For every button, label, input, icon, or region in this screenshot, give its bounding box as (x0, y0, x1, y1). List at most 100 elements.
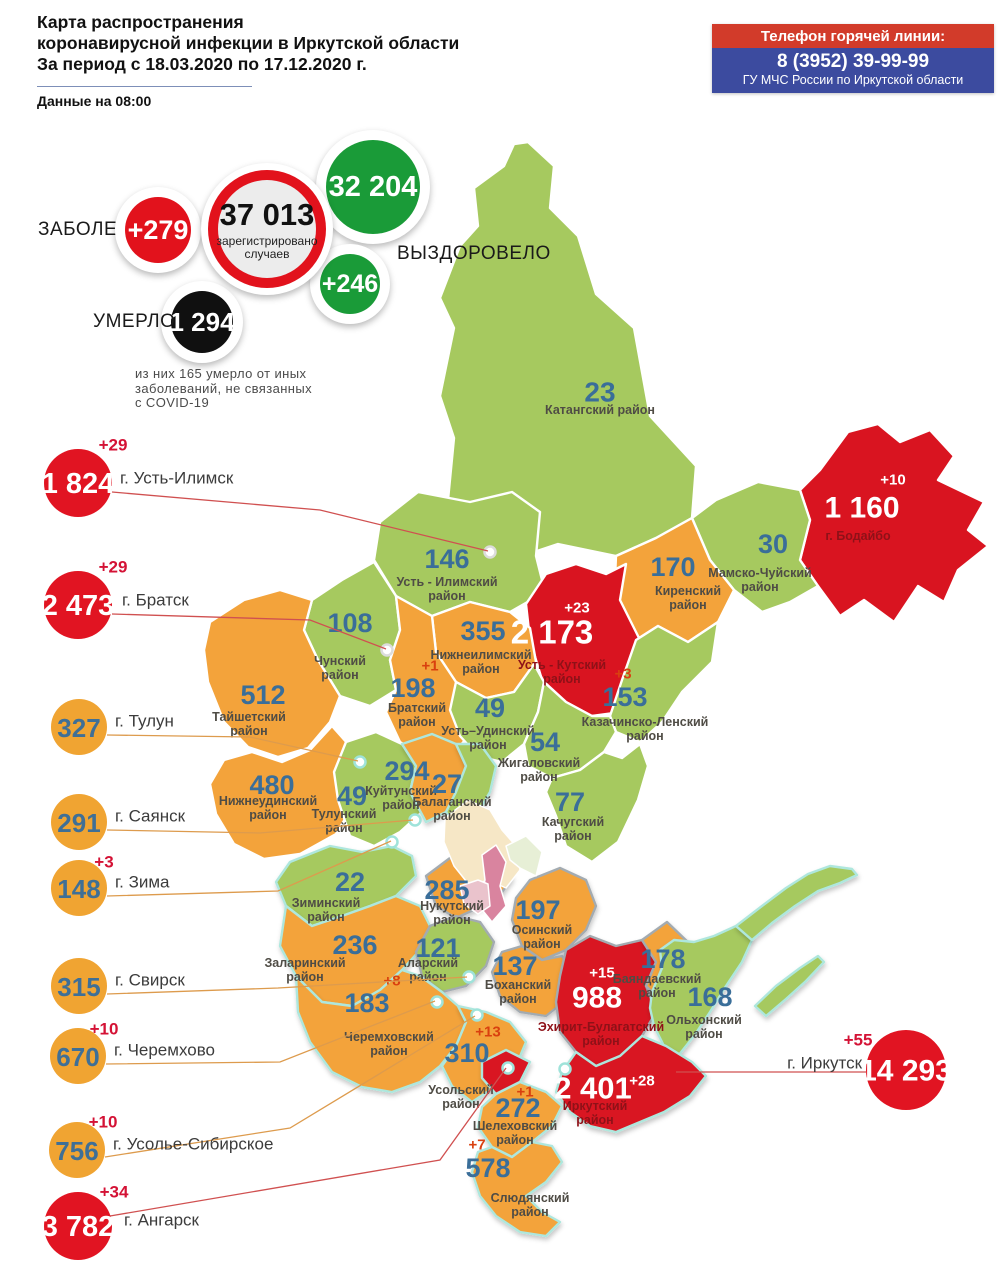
district-ekhirit-bulagatsky-label: район (582, 1034, 619, 1048)
recovered-label: ВЫЗДОРОВЕЛО (397, 243, 551, 264)
died-label: УМЕРЛО (93, 311, 176, 332)
district-shelekhovsky-delta: +1 (516, 1084, 533, 1101)
districts-layer (202, 140, 990, 1238)
bratsk-dot (380, 643, 394, 657)
hotline-phone[interactable]: 8 (3952) 39-99-99 (776, 51, 930, 72)
hotline-title: Телефон горячей линии: (712, 24, 994, 48)
callout-usolye-sibirskoe[interactable]: 756 (49, 1122, 105, 1178)
callout-bratsk-circle (44, 571, 112, 639)
callout-irkutsk[interactable]: 14 293 (860, 1030, 952, 1110)
callout-sayansk-circle (51, 794, 107, 850)
callout-tulun-line (106, 734, 359, 762)
district-zhigalovsky-label: район (520, 770, 557, 784)
callout-sayansk-value: 291 (57, 808, 100, 838)
callout-zima-delta: +3 (94, 853, 113, 872)
district-usolsky-label: Усольский (428, 1083, 493, 1097)
district-ust-ilimsky-label: район (428, 589, 465, 603)
died-value: 1 294 (169, 306, 235, 337)
angarsk-dot (501, 1061, 515, 1075)
callout-sayansk[interactable]: 291 (51, 794, 107, 850)
district-zhigalovsky (522, 680, 618, 780)
district-slyudyansky-label: Слюдянский (491, 1191, 570, 1205)
district-kazachinsko-lensky (608, 620, 720, 744)
callout-ust-ilimsk-circle (44, 449, 112, 517)
district-nizhneudinsky-value: 480 (249, 770, 294, 800)
district-bayandaevsky-label: Баяндаевский (613, 972, 702, 986)
district-katangsky (438, 140, 698, 560)
title-line-2: коронавирусной инфекции в Иркутской обла… (37, 33, 460, 53)
callout-ust-ilimsk[interactable]: 1 824 (42, 449, 115, 517)
callout-tulun[interactable]: 327 (51, 699, 107, 755)
district-ekhirit-bulagatsky-delta: +15 (589, 965, 614, 982)
district-usolsky-label: район (442, 1097, 479, 1111)
district-zhigalovsky-label: Жигаловский (497, 756, 581, 770)
district-kuytunsky-value: 294 (384, 756, 429, 786)
died-footnote-line-1: из них 165 умерло от иных (135, 366, 307, 381)
died-footnote-line-3: с COVID-19 (135, 395, 210, 410)
district-kachugsky-value: 77 (555, 787, 585, 817)
callout-tulun-city-label: г. Тулун (115, 712, 174, 731)
callouts-layer: 1 824 +29 г. Усть-Илимск 2 473 +29 г. Братск 3… (42, 436, 952, 1260)
district-mamsko-chuysky-label: Мамско-Чуйский (708, 566, 811, 580)
callout-sayansk-line (106, 819, 414, 834)
district-ust-udinsky-value: 49 (475, 693, 505, 723)
district-bratsky-label: Братский (388, 701, 446, 715)
callout-cheremkhovo[interactable]: 670 (50, 1028, 106, 1084)
district-chunsky-label: район (321, 668, 358, 682)
district-ust-ilimsky-label: Усть - Илимский (396, 575, 497, 589)
district-nukutsky-label: район (433, 913, 470, 927)
callout-cheremkhovo-line (105, 1000, 436, 1065)
district-usolsky-value: 310 (444, 1038, 489, 1068)
district-bodaibo-label: г. Бодайбо (825, 529, 891, 543)
district-alarsky-label: район (409, 970, 446, 984)
registered-circle: 37 013 зарегистрировано случаев (216, 180, 318, 278)
callout-cheremkhovo-circle (50, 1028, 106, 1084)
callout-angarsk[interactable]: 3 782 (42, 1192, 115, 1260)
district-irkutsky (554, 1034, 708, 1134)
district-olkhonsky-value: 168 (687, 982, 732, 1012)
district-kirensky-label: район (669, 598, 706, 612)
district-ziminsky-label: Зиминский (292, 896, 361, 910)
callout-zima[interactable]: 148 (51, 860, 107, 916)
recovered-value: 32 204 (328, 170, 418, 203)
callout-cheremkhovo-value: 670 (56, 1042, 99, 1072)
district-osinsky-label: район (523, 937, 560, 951)
callout-bratsk[interactable]: 2 473 (42, 571, 115, 639)
callout-bratsk-value: 2 473 (42, 590, 115, 622)
district-tulunsky-label: Тулунский (312, 807, 377, 821)
callout-svirsk[interactable]: 315 (51, 958, 107, 1014)
district-olkhonsky-label: Ольхонский (666, 1013, 742, 1027)
registered-caption-2: случаев (244, 247, 290, 261)
callout-ust-ilimsk-city-label: г. Усть-Илимск (120, 469, 234, 488)
callout-svirsk-city-label: г. Свирск (115, 971, 185, 990)
district-nizhneudinsky-label: район (249, 808, 286, 822)
district-kuytunsky-label: Куйтунский (365, 784, 437, 798)
zima-dot (385, 835, 399, 849)
district-taishetsky (202, 588, 342, 759)
district-zalarinsky-value: 236 (332, 930, 377, 960)
callout-tulun-circle (51, 699, 107, 755)
died-footnote-line-2: заболеваний, не связанных (135, 380, 313, 396)
district-alarsky-label: Аларский (398, 956, 458, 970)
callout-angarsk-city-label: г. Ангарск (124, 1211, 200, 1230)
district-cheremkhovsky-label: Черемховский (344, 1030, 434, 1044)
water-extras-layer (443, 799, 543, 923)
reservoir-lightpink (459, 879, 491, 915)
district-ust-kutsky-value: 2 173 (511, 614, 594, 651)
district-kazachinsko-lensky-value: 153 (602, 682, 647, 712)
callout-svirsk-value: 315 (57, 972, 100, 1002)
callout-ust-ilimsk-value: 1 824 (42, 468, 115, 500)
district-kazachinsko-lensky-delta: +3 (614, 666, 631, 683)
district-ust-kutsky-label: район (543, 672, 580, 686)
district-zhigalovsky-value: 54 (530, 727, 560, 757)
city-markers-layer (353, 545, 572, 1076)
district-bratsky-label: район (398, 715, 435, 729)
district-ekhirit-bulagatsky-value: 988 (572, 982, 622, 1015)
callout-angarsk-value: 3 782 (42, 1211, 115, 1243)
district-kazachinsko-lensky-label: район (626, 729, 663, 743)
callout-cheremkhovo-city-label: г. Черемхово (114, 1041, 215, 1060)
recovered-circle: 32 204 (326, 140, 420, 234)
callout-usolye-sibirskoe-line (104, 1015, 476, 1158)
